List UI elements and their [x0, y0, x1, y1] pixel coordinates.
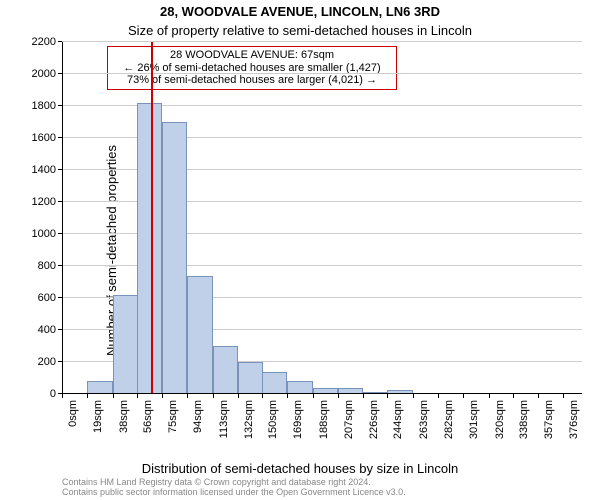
attribution-line-2: Contains public sector information licen… [62, 488, 582, 498]
x-tick-mark [463, 394, 464, 398]
histogram-bar [187, 276, 212, 394]
y-tick-label: 1600 [32, 132, 56, 144]
x-tick-mark [438, 394, 439, 398]
gridline [62, 41, 582, 42]
x-tick-label: 244sqm [392, 400, 404, 439]
chart-root: 28, WOODVALE AVENUE, LINCOLN, LN6 3RD Si… [0, 0, 600, 500]
histogram-bar [162, 122, 187, 394]
x-tick-mark [313, 394, 314, 398]
y-tick-label: 2000 [32, 68, 56, 80]
histogram-bar [137, 103, 162, 394]
x-tick-mark [213, 394, 214, 398]
x-tick-label: 0sqm [67, 400, 79, 427]
x-tick-label: 132sqm [243, 400, 255, 439]
x-tick-label: 19sqm [92, 400, 104, 433]
y-tick-label: 1200 [32, 196, 56, 208]
annotation-line-1: 28 WOODVALE AVENUE: 67sqm [112, 49, 392, 62]
x-tick-mark [137, 394, 138, 398]
x-tick-mark [187, 394, 188, 398]
x-tick-label: 207sqm [343, 400, 355, 439]
x-tick-label: 357sqm [543, 400, 555, 439]
x-tick-label: 188sqm [318, 400, 330, 439]
y-tick-label: 600 [38, 292, 56, 304]
histogram-bar [238, 362, 263, 394]
attribution: Contains HM Land Registry data © Crown c… [62, 478, 582, 498]
x-tick-label: 263sqm [418, 400, 430, 439]
x-tick-mark [563, 394, 564, 398]
x-tick-mark [338, 394, 339, 398]
y-tick-label: 400 [38, 324, 56, 336]
x-tick-label: 169sqm [292, 400, 304, 439]
y-tick-label: 800 [38, 260, 56, 272]
x-tick-label: 150sqm [267, 400, 279, 439]
x-tick-label: 94sqm [192, 400, 204, 433]
histogram-bar [262, 372, 287, 394]
x-tick-label: 38sqm [118, 400, 130, 433]
y-tick-label: 0 [50, 388, 56, 400]
x-tick-mark [262, 394, 263, 398]
x-tick-mark [238, 394, 239, 398]
y-axis-line [62, 42, 63, 394]
marker-line [151, 42, 153, 394]
x-tick-label: 113sqm [218, 400, 230, 438]
x-tick-label: 376sqm [568, 400, 580, 439]
y-tick-label: 200 [38, 356, 56, 368]
x-tick-mark [287, 394, 288, 398]
x-tick-label: 75sqm [167, 400, 179, 433]
x-tick-label: 226sqm [368, 400, 380, 439]
y-tick-label: 1800 [32, 100, 56, 112]
x-tick-mark [113, 394, 114, 398]
y-tick-label: 1000 [32, 228, 56, 240]
x-tick-mark [538, 394, 539, 398]
x-tick-label: 301sqm [468, 400, 480, 439]
x-tick-label: 56sqm [142, 400, 154, 433]
histogram-bar [113, 295, 138, 394]
x-tick-label: 338sqm [518, 400, 530, 439]
annotation-line-3: 73% of semi-detached houses are larger (… [112, 74, 392, 87]
x-tick-mark [162, 394, 163, 398]
plot-area: 28 WOODVALE AVENUE: 67sqm ← 26% of semi-… [62, 42, 582, 394]
x-tick-label: 320sqm [494, 400, 506, 439]
x-tick-mark [489, 394, 490, 398]
y-tick-label: 1400 [32, 164, 56, 176]
x-tick-mark [387, 394, 388, 398]
x-tick-mark [87, 394, 88, 398]
y-tick-label: 2200 [32, 36, 56, 48]
histogram-bar [213, 346, 238, 394]
x-tick-mark [363, 394, 364, 398]
x-tick-mark [62, 394, 63, 398]
x-tick-label: 282sqm [443, 400, 455, 439]
x-axis-line [62, 393, 582, 394]
x-axis-label: Distribution of semi-detached houses by … [0, 461, 600, 476]
x-tick-mark [413, 394, 414, 398]
gridline [62, 73, 582, 74]
x-tick-mark [513, 394, 514, 398]
